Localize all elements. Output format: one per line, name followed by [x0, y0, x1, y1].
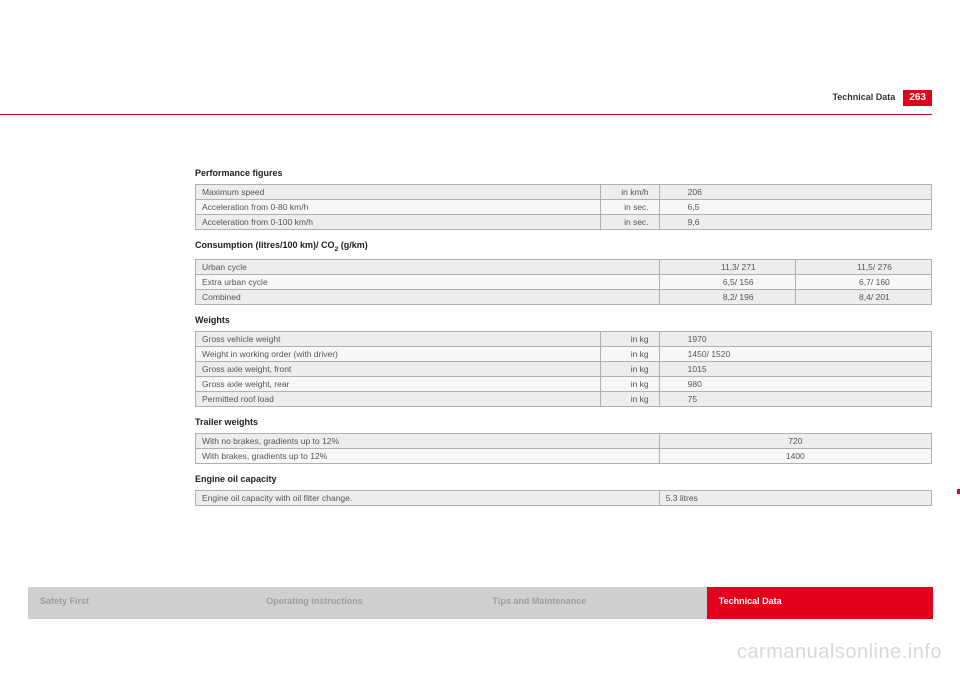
- cell-label: Weight in working order (with driver): [196, 346, 601, 361]
- cell-value: 8,4/ 201: [795, 289, 931, 304]
- cell-label: Permitted roof load: [196, 391, 601, 406]
- cell-value: 6,5/ 156: [659, 274, 795, 289]
- cell-label: Urban cycle: [196, 259, 660, 274]
- watermark: carmanualsonline.info: [737, 641, 942, 664]
- footer-tab-safety[interactable]: Safety First: [28, 587, 254, 619]
- oil-table: Engine oil capacity with oil filter chan…: [195, 490, 932, 506]
- cell-value: 1400: [659, 448, 931, 463]
- cell-label: Gross vehicle weight: [196, 331, 601, 346]
- cell-value: 8,2/ 196: [659, 289, 795, 304]
- cell-unit: in kg: [600, 376, 659, 391]
- table-row: Weight in working order (with driver) in…: [196, 346, 932, 361]
- cell-value: 11,5/ 276: [795, 259, 931, 274]
- content-area: Performance figures Maximum speed in km/…: [195, 158, 932, 510]
- table-row: Extra urban cycle 6,5/ 156 6,7/ 160: [196, 274, 932, 289]
- cell-unit: in kg: [600, 361, 659, 376]
- table-row: Urban cycle 11,3/ 271 11,5/ 276: [196, 259, 932, 274]
- cell-unit: in kg: [600, 331, 659, 346]
- cell-value: 11,3/ 271: [659, 259, 795, 274]
- footer-tab-tips[interactable]: Tips and Maintenance: [481, 587, 707, 619]
- cell-label: Engine oil capacity with oil filter chan…: [196, 490, 660, 505]
- cell-unit: in km/h: [600, 185, 659, 200]
- cell-value: 1015: [659, 361, 931, 376]
- performance-table: Maximum speed in km/h 206 Acceleration f…: [195, 184, 932, 230]
- footer-tab-technical[interactable]: Technical Data: [707, 587, 933, 619]
- cell-value: 1450/ 1520: [659, 346, 931, 361]
- table-row: Permitted roof load in kg 75: [196, 391, 932, 406]
- header-rule: [0, 114, 932, 115]
- cell-label: Combined: [196, 289, 660, 304]
- cell-label: Acceleration from 0-80 km/h: [196, 200, 601, 215]
- page-header: Technical Data 263: [832, 90, 932, 106]
- performance-title: Performance figures: [195, 168, 932, 178]
- cell-unit: in kg: [600, 346, 659, 361]
- cell-label: With brakes, gradients up to 12%: [196, 448, 660, 463]
- trailer-table: With no brakes, gradients up to 12% 720 …: [195, 433, 932, 464]
- cell-unit: in sec.: [600, 215, 659, 230]
- consumption-table: Urban cycle 11,3/ 271 11,5/ 276 Extra ur…: [195, 259, 932, 305]
- header-title: Technical Data: [832, 90, 903, 106]
- table-row: Gross vehicle weight in kg 1970: [196, 331, 932, 346]
- cell-value: 1970: [659, 331, 931, 346]
- cell-value: 6,5: [659, 200, 931, 215]
- table-row: Acceleration from 0-80 km/h in sec. 6,5: [196, 200, 932, 215]
- cell-label: With no brakes, gradients up to 12%: [196, 433, 660, 448]
- title-suffix: (g/km): [338, 240, 368, 250]
- cell-value: 720: [659, 433, 931, 448]
- cell-value: 75: [659, 391, 931, 406]
- weights-title: Weights: [195, 315, 932, 325]
- table-row: With brakes, gradients up to 12% 1400: [196, 448, 932, 463]
- cell-label: Gross axle weight, rear: [196, 376, 601, 391]
- cell-value: 980: [659, 376, 931, 391]
- page-number: 263: [903, 90, 932, 106]
- footer-tabs: Safety First Operating instructions Tips…: [28, 587, 933, 619]
- cell-value: 5.3 litres: [659, 490, 931, 505]
- oil-title: Engine oil capacity: [195, 474, 932, 484]
- table-row: Acceleration from 0-100 km/h in sec. 9,6: [196, 215, 932, 230]
- cell-label: Gross axle weight, front: [196, 361, 601, 376]
- cell-unit: in sec.: [600, 200, 659, 215]
- consumption-title: Consumption (litres/100 km)/ CO2 (g/km): [195, 240, 932, 253]
- trailer-title: Trailer weights: [195, 417, 932, 427]
- table-row: Combined 8,2/ 196 8,4/ 201: [196, 289, 932, 304]
- cell-label: Acceleration from 0-100 km/h: [196, 215, 601, 230]
- footer-tab-operating[interactable]: Operating instructions: [254, 587, 480, 619]
- table-row: With no brakes, gradients up to 12% 720: [196, 433, 932, 448]
- cell-value: 9,6: [659, 215, 931, 230]
- cell-label: Extra urban cycle: [196, 274, 660, 289]
- cell-unit: in kg: [600, 391, 659, 406]
- table-row: Gross axle weight, front in kg 1015: [196, 361, 932, 376]
- title-prefix: Consumption (litres/100 km)/ CO: [195, 240, 335, 250]
- table-row: Maximum speed in km/h 206: [196, 185, 932, 200]
- table-row: Engine oil capacity with oil filter chan…: [196, 490, 932, 505]
- cell-label: Maximum speed: [196, 185, 601, 200]
- table-row: Gross axle weight, rear in kg 980: [196, 376, 932, 391]
- weights-table: Gross vehicle weight in kg 1970 Weight i…: [195, 331, 932, 407]
- cell-value: 6,7/ 160: [795, 274, 931, 289]
- cell-value: 206: [659, 185, 931, 200]
